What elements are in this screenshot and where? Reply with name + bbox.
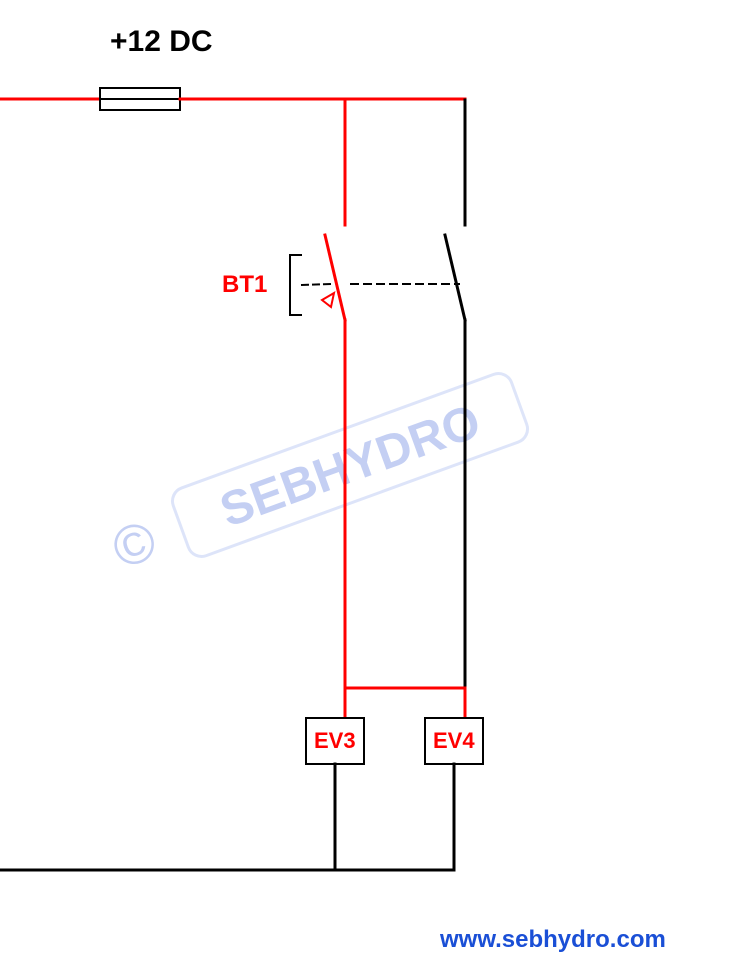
voltage-label: +12 DC (110, 25, 213, 59)
switch-nc-arrow-icon (322, 293, 334, 307)
copyright-icon: © (104, 507, 164, 580)
switch-contact-black (445, 235, 465, 320)
switch-actuator-link (302, 284, 331, 285)
bt1-label: BT1 (222, 271, 267, 298)
watermark-text: SEBHYDRO (214, 395, 488, 538)
watermark: SEBHYDRO © (102, 370, 531, 585)
ev4-label: EV4 (433, 728, 475, 753)
ev3-label: EV3 (314, 728, 356, 753)
switch-contact-red (325, 235, 345, 320)
switch-actuator-bracket (290, 255, 302, 315)
website-url: www.sebhydro.com (440, 926, 666, 954)
circuit-diagram: SEBHYDRO © BT1 EV3 EV4 (0, 0, 742, 968)
